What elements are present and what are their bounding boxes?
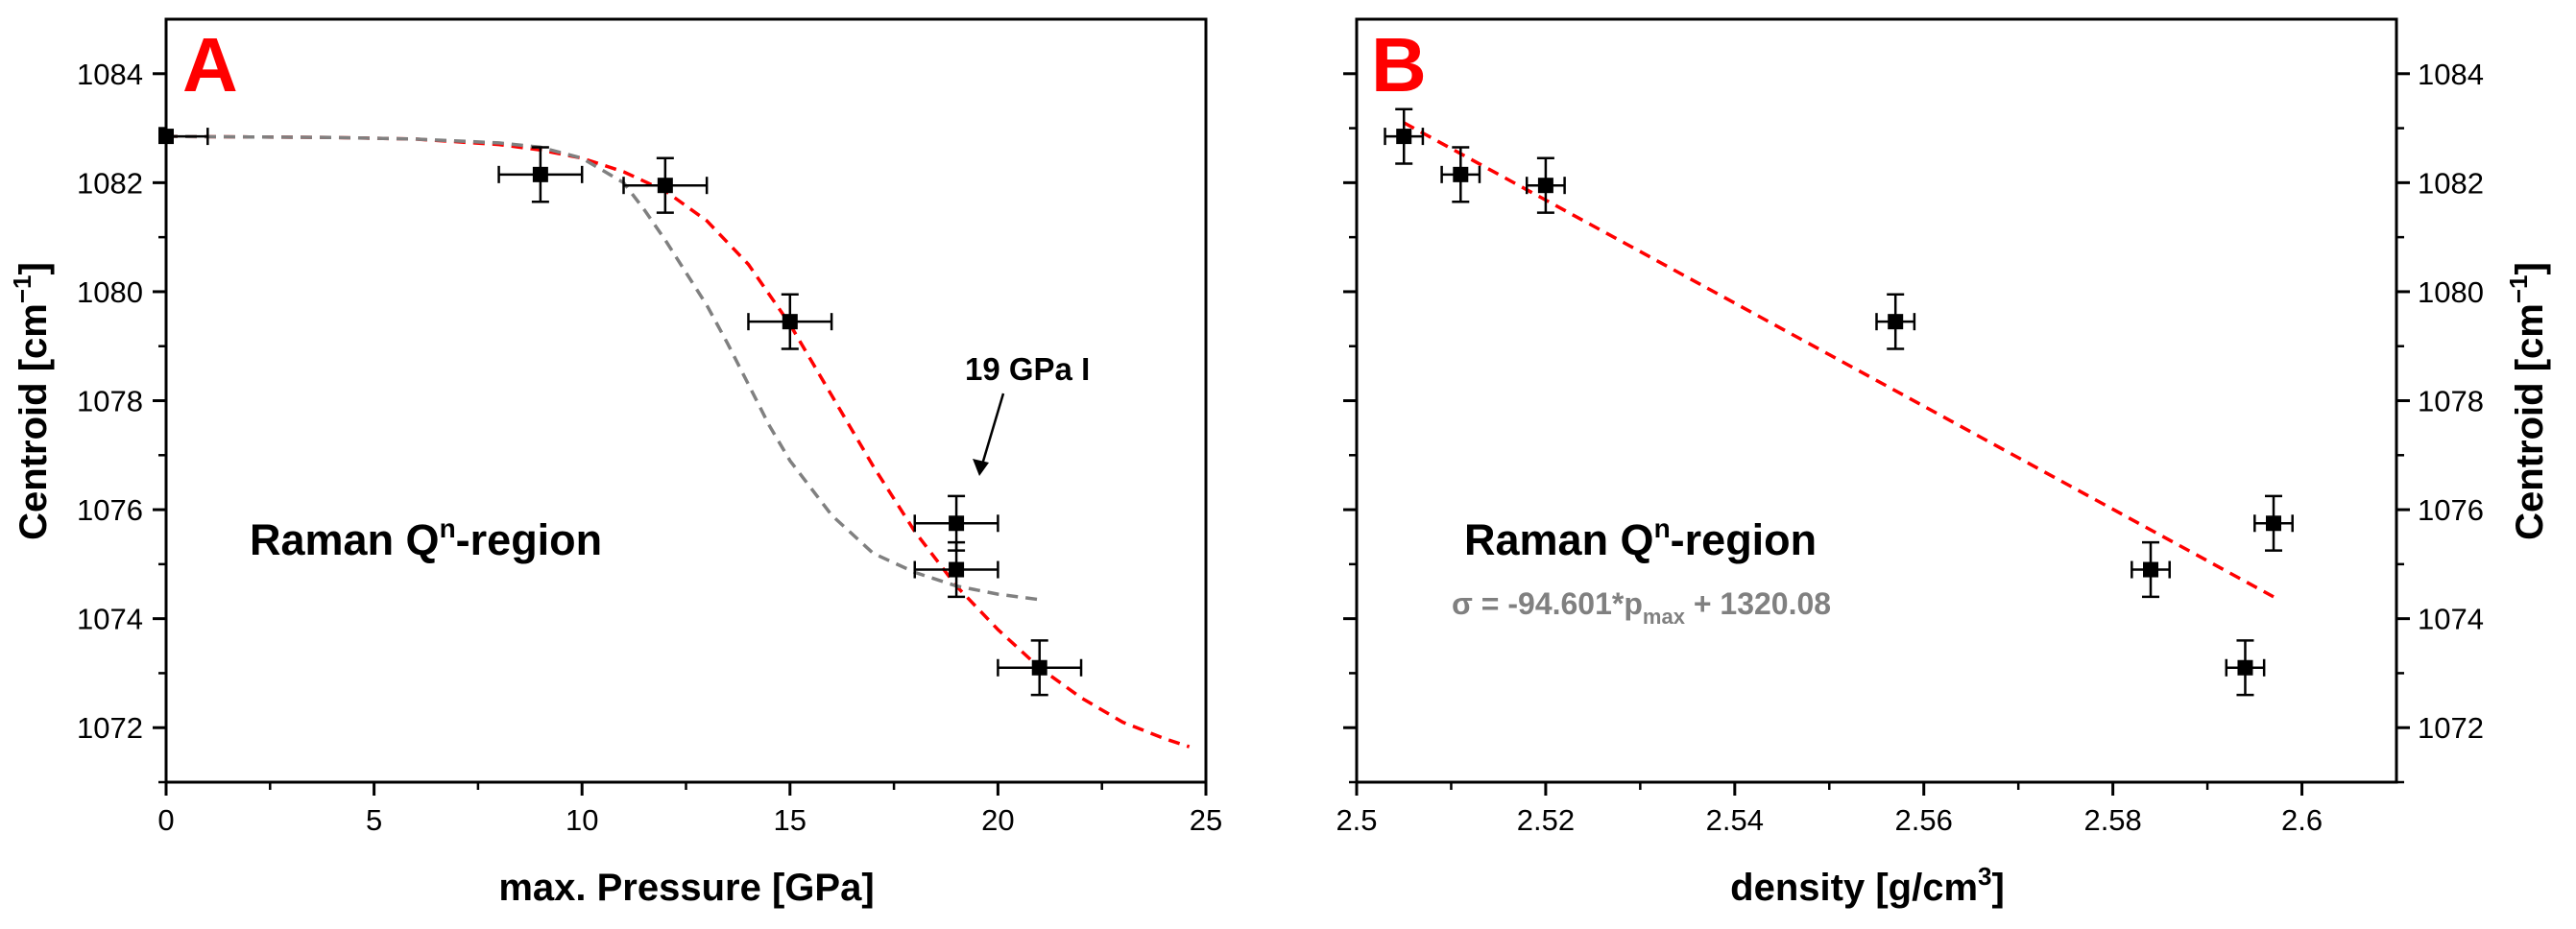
data-point	[622, 156, 709, 214]
annotation-19-gpa: 19 GPa I	[965, 351, 1090, 387]
y-tick-label: 1084	[2418, 58, 2484, 91]
x-tick-label: 2.58	[2083, 803, 2141, 837]
data-point	[1525, 156, 1566, 214]
y-tick-label: 1084	[77, 58, 143, 91]
fit-equation: σ = -94.601*pmax + 1320.08	[1452, 586, 1831, 629]
x-tick-label: 25	[1190, 803, 1222, 837]
x-tick-label: 15	[774, 803, 807, 837]
y-tick-label: 1074	[77, 603, 143, 636]
data-marker	[1453, 166, 1469, 182]
data-marker	[949, 515, 965, 532]
fit-curve-linear-fit	[1403, 121, 2275, 599]
x-tick-label: 2.54	[1706, 803, 1764, 837]
panel-a-fit-curves	[165, 134, 1191, 749]
panel-b-y-ticks: 1072 1074 1076 1078 1080 1082 1084	[1343, 58, 2484, 784]
data-point	[2225, 639, 2266, 697]
y-tick-label: 1078	[2418, 385, 2484, 418]
fit-curve-red-fit	[165, 134, 1191, 749]
x-tick-label: 0	[157, 803, 174, 837]
panel-a-x-ticks: 0 5 10 15 20 25	[157, 782, 1222, 837]
data-point	[2253, 494, 2294, 552]
panel-a-y-axis-title: Centroid [cm−1]	[8, 262, 55, 540]
y-tick-label: 1074	[2418, 603, 2484, 636]
data-marker	[1031, 659, 1047, 676]
data-marker	[949, 561, 965, 578]
data-point	[747, 293, 833, 350]
data-marker	[657, 178, 673, 194]
data-point	[913, 540, 999, 599]
data-point	[1384, 107, 1425, 165]
y-tick-label: 1078	[77, 385, 143, 418]
x-tick-label: 5	[366, 803, 382, 837]
y-tick-label: 1076	[2418, 493, 2484, 527]
data-marker	[2237, 659, 2253, 676]
x-tick-label: 10	[566, 803, 598, 837]
panel-b-x-ticks: 2.5 2.52 2.54 2.56 2.58 2.6	[1336, 782, 2323, 837]
data-point	[497, 146, 584, 203]
data-marker	[1888, 314, 1904, 330]
panel-b-fit-line	[1403, 121, 2275, 599]
panel-b-region-label: Raman Qn-region	[1464, 513, 1817, 564]
data-marker	[1396, 129, 1412, 145]
data-marker	[782, 314, 798, 330]
data-point	[997, 639, 1083, 697]
data-point	[2131, 540, 2171, 599]
fit-curve-gray-fit	[165, 134, 1040, 602]
data-marker	[2266, 515, 2282, 532]
y-tick-label: 1076	[77, 493, 143, 527]
panel-a-letter: A	[182, 22, 238, 107]
panel-a-x-axis-title: max. Pressure [GPa]	[498, 867, 874, 909]
panel-a-data-points	[158, 128, 1083, 697]
x-tick-label: 2.6	[2281, 803, 2323, 837]
x-tick-label: 2.56	[1895, 803, 1953, 837]
panel-b: 2.5 2.52 2.54 2.56 2.58 2.6 10721074107610781…	[1336, 17, 2551, 909]
y-tick-label: 1082	[77, 166, 143, 200]
data-point	[1875, 293, 1916, 350]
panel-a-y-ticks: 1072 1074 1076 1078 1080 1082 1084	[77, 58, 166, 784]
x-tick-label: 2.52	[1517, 803, 1575, 837]
panel-a-region-label: Raman Qn-region	[250, 513, 602, 564]
x-tick-label: 2.5	[1336, 803, 1377, 837]
y-tick-label: 1080	[77, 275, 143, 309]
panel-b-x-axis-title: density [g/cm3]	[1730, 862, 2005, 909]
data-marker	[2143, 561, 2159, 578]
data-marker	[1537, 178, 1553, 194]
x-tick-label: 20	[981, 803, 1014, 837]
y-tick-label: 1080	[2418, 275, 2484, 309]
panel-b-letter: B	[1371, 22, 1427, 107]
panel-b-data-points	[1384, 107, 2294, 697]
y-tick-label: 1072	[2418, 711, 2484, 745]
data-point	[1440, 146, 1481, 203]
panel-b-y-axis-title: Centroid [cm−1]	[2504, 262, 2551, 540]
data-marker	[532, 166, 548, 182]
y-tick-label: 1082	[2418, 166, 2484, 200]
y-tick-label: 1072	[77, 711, 143, 745]
data-point	[158, 128, 209, 146]
data-marker	[158, 129, 174, 145]
annotation-arrow	[973, 393, 1005, 476]
panel-a: 0 5 10 15 20 25 1072107410761078108010821084 …	[8, 17, 1222, 909]
